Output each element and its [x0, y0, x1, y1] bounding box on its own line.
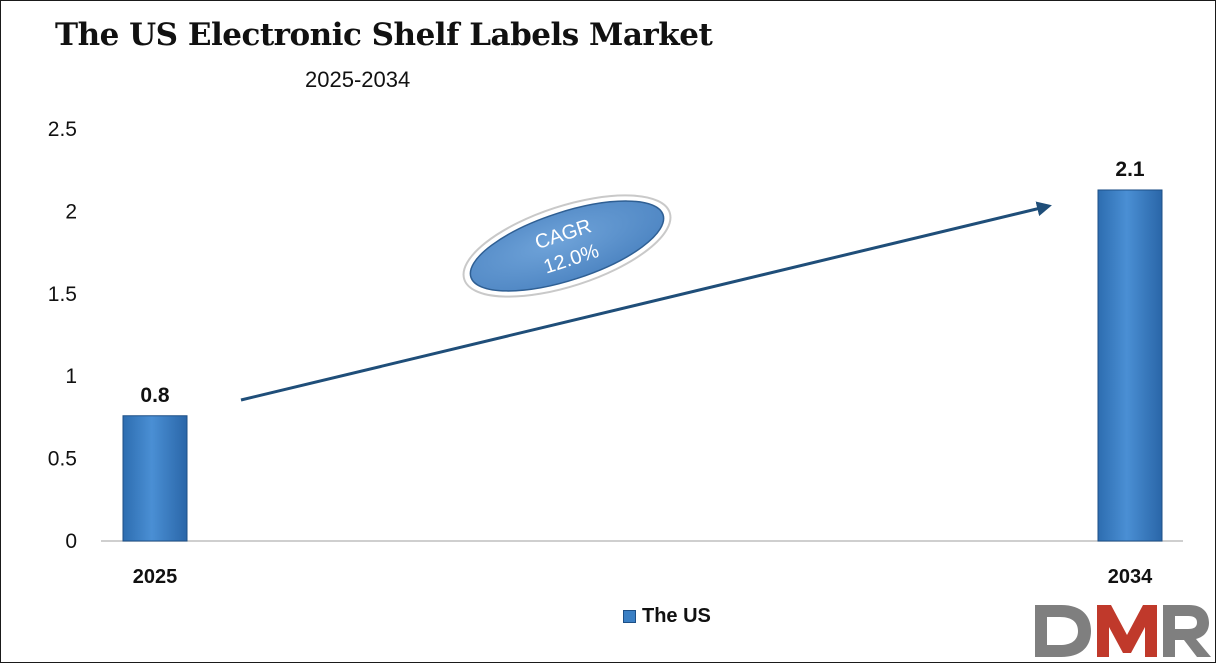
- y-tick-label: 0: [65, 530, 77, 553]
- x-tick-label: 2025: [133, 566, 178, 588]
- chart-title: The US Electronic Shelf Labels Market: [55, 17, 713, 53]
- cagr-badge: CAGR 12.0%: [462, 194, 672, 298]
- bar-2034: [1097, 189, 1163, 542]
- bars: [122, 189, 1163, 542]
- x-tick-label: 2034: [1108, 566, 1153, 588]
- data-label-2025: 0.8: [140, 384, 170, 407]
- legend-swatch: [623, 610, 636, 623]
- y-tick-label: 1.5: [48, 283, 77, 306]
- data-label-2034: 2.1: [1115, 158, 1145, 181]
- y-tick-label: 2.5: [48, 118, 77, 141]
- bar-2025: [122, 415, 188, 542]
- legend-label: The US: [642, 605, 711, 627]
- y-tick-label: 2: [65, 200, 77, 223]
- cagr-arrow: [240, 201, 1052, 402]
- chart-subtitle: 2025-2034: [305, 67, 411, 92]
- y-tick-label: 1: [65, 365, 77, 388]
- x-axis-ticks: 2025 2034: [133, 566, 1153, 588]
- dmr-logo: [1035, 605, 1211, 657]
- y-tick-label: 0.5: [48, 448, 77, 471]
- data-labels: 0.8 2.1: [140, 158, 1145, 407]
- y-axis-ticks: 0 0.5 1 1.5 2 2.5: [48, 118, 77, 553]
- legend: The US: [623, 605, 711, 628]
